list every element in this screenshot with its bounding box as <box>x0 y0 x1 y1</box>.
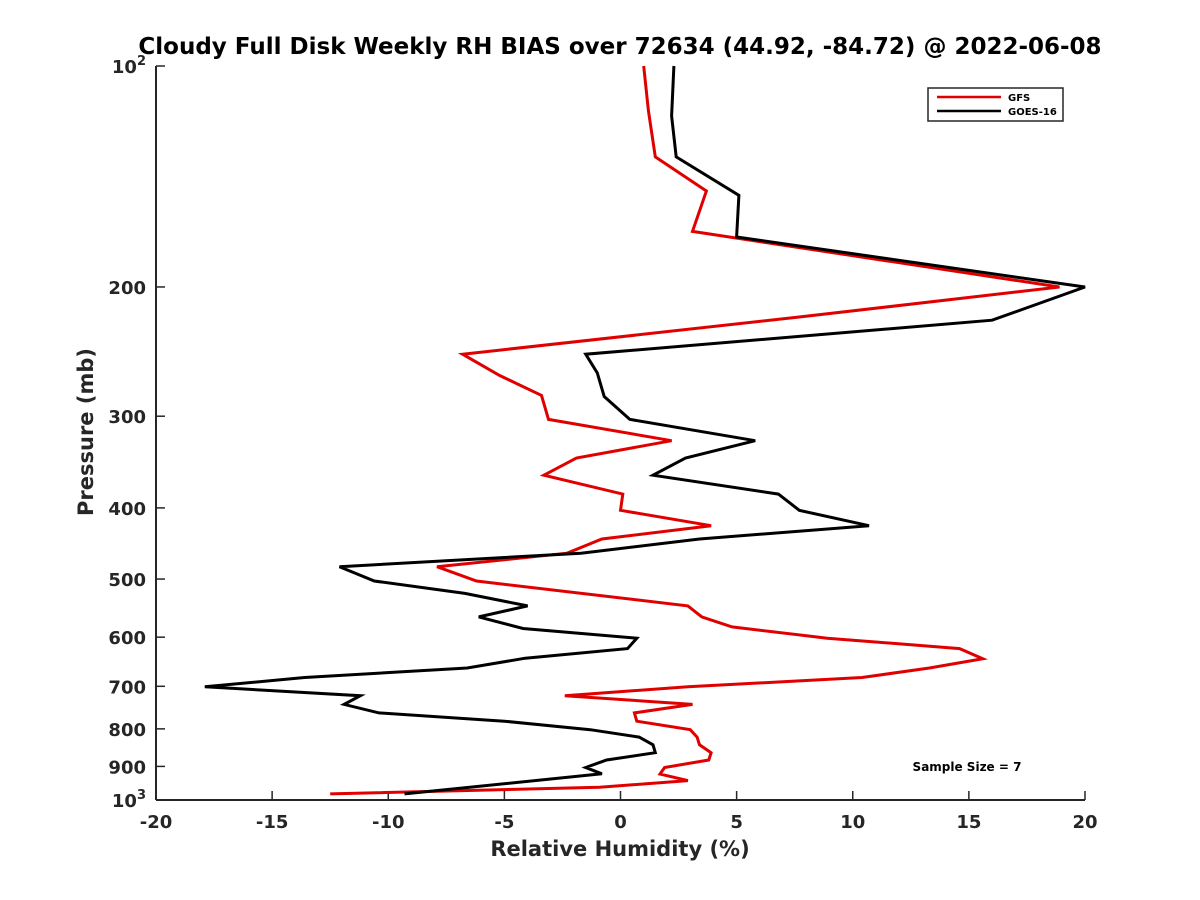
x-tick-label: -5 <box>494 812 514 833</box>
y-tick-label: 103 <box>112 788 146 812</box>
legend-entry: GFS <box>1008 93 1030 104</box>
x-tick-label: 15 <box>956 812 981 833</box>
y-tick-label: 200 <box>108 278 146 299</box>
y-tick-label: 900 <box>108 757 146 778</box>
y-tick-label: 700 <box>108 677 146 698</box>
y-axis-label: Pressure (mb) <box>74 348 98 516</box>
y-tick-label: 500 <box>108 570 146 591</box>
y-tick-label: 600 <box>108 628 146 649</box>
series-line-goes-16 <box>204 65 1086 796</box>
legend-box <box>927 87 1064 122</box>
series-layer <box>204 65 1086 796</box>
x-tick-label: 20 <box>1072 812 1097 833</box>
series-line-gfs <box>330 65 1060 796</box>
y-tick-label: 300 <box>108 407 146 428</box>
x-tick-label: -20 <box>140 812 173 833</box>
y-tick-label: 800 <box>108 720 146 741</box>
x-tick-label: 0 <box>614 812 627 833</box>
x-axis-label: Relative Humidity (%) <box>490 837 749 861</box>
axes: -20 -15 -10 -5 0 5 10 15 20 102 200 300 400 500 600 700… <box>108 54 1097 833</box>
sample-size-annotation: Sample Size = 7 <box>913 760 1022 774</box>
legend-entry: GOES-16 <box>1008 107 1057 118</box>
y-tick-label: 400 <box>108 499 146 520</box>
x-tick-label: -10 <box>372 812 405 833</box>
chart-title: Cloudy Full Disk Weekly RH BIAS over 726… <box>138 34 1101 60</box>
y-tick-label: 102 <box>112 54 146 78</box>
x-tick-label: -15 <box>256 812 289 833</box>
x-tick-label: 10 <box>840 812 865 833</box>
x-tick-label: 5 <box>730 812 743 833</box>
legend: GFS GOES-16 <box>927 87 1064 122</box>
